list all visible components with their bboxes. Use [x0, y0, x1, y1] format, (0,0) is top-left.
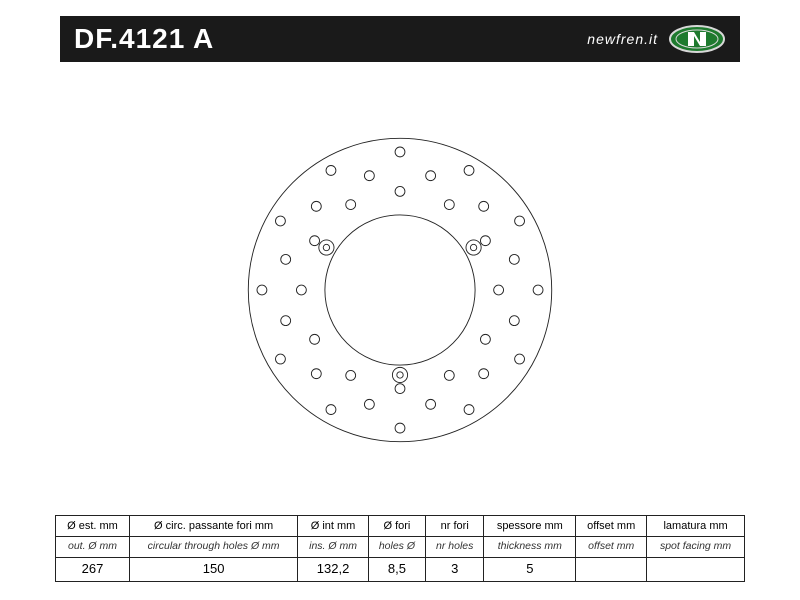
spec-value: 3	[425, 558, 483, 582]
header-bar: DF.4121 A newfren.it	[60, 16, 740, 62]
spec-value	[576, 558, 647, 582]
spec-value: 150	[130, 558, 298, 582]
spec-value: 267	[56, 558, 130, 582]
spec-header-en: ins. Ø mm	[298, 537, 369, 558]
spec-row-headers-it: Ø est. mm Ø circ. passante fori mm Ø int…	[56, 516, 745, 537]
spec-header-it: nr fori	[425, 516, 483, 537]
spec-header-en: spot facing mm	[647, 537, 745, 558]
spec-value: 132,2	[298, 558, 369, 582]
spec-header-en: holes Ø	[368, 537, 425, 558]
part-number: DF.4121 A	[74, 23, 214, 55]
spec-header-en: nr holes	[425, 537, 483, 558]
spec-header-en: offset mm	[576, 537, 647, 558]
spec-header-it: Ø est. mm	[56, 516, 130, 537]
brand-logo-icon	[668, 24, 726, 54]
spec-row-values: 267 150 132,2 8,5 3 5	[56, 558, 745, 582]
brake-disc-diagram	[0, 70, 800, 510]
brand-block: newfren.it	[587, 24, 726, 54]
spec-header-en: circular through holes Ø mm	[130, 537, 298, 558]
spec-header-en: thickness mm	[484, 537, 576, 558]
brand-text: newfren.it	[587, 31, 658, 47]
spec-row-headers-en: out. Ø mm circular through holes Ø mm in…	[56, 537, 745, 558]
spec-table: Ø est. mm Ø circ. passante fori mm Ø int…	[55, 515, 745, 582]
spec-header-it: Ø circ. passante fori mm	[130, 516, 298, 537]
spec-header-it: offset mm	[576, 516, 647, 537]
diagram-area	[0, 70, 800, 510]
spec-value: 5	[484, 558, 576, 582]
spec-value	[647, 558, 745, 582]
spec-header-it: spessore mm	[484, 516, 576, 537]
spec-header-it: Ø fori	[368, 516, 425, 537]
spec-header-it: lamatura mm	[647, 516, 745, 537]
spec-header-it: Ø int mm	[298, 516, 369, 537]
spec-header-en: out. Ø mm	[56, 537, 130, 558]
spec-value: 8,5	[368, 558, 425, 582]
